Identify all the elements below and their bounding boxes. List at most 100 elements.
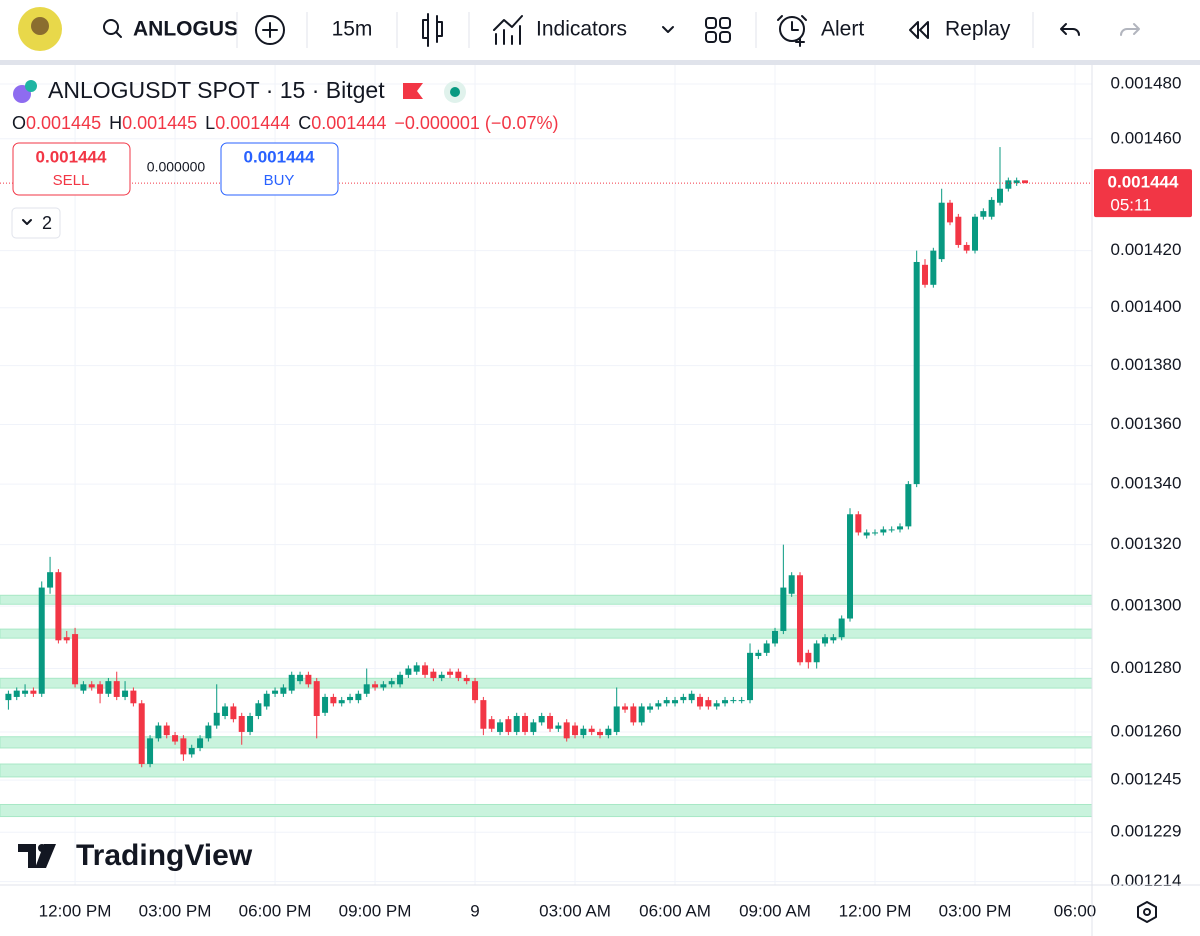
ohlc-key: O bbox=[12, 113, 26, 133]
axis-settings-center bbox=[1143, 908, 1151, 916]
y-tick-label: 0.001380 bbox=[1111, 355, 1182, 374]
symbol-search[interactable]: ANLOGUS bbox=[133, 18, 238, 41]
candle-body bbox=[63, 637, 70, 641]
search-icon[interactable] bbox=[103, 19, 119, 35]
candle-body bbox=[972, 216, 979, 251]
layout-cell bbox=[705, 31, 717, 43]
candle-body bbox=[505, 719, 512, 732]
indicator-toggle[interactable] bbox=[11, 207, 61, 239]
candle-body bbox=[463, 677, 470, 682]
candle-body bbox=[822, 637, 829, 644]
y-tick-label: 0.001245 bbox=[1111, 770, 1182, 789]
candle-body bbox=[180, 738, 187, 755]
candle-body bbox=[897, 526, 904, 530]
undo-button[interactable] bbox=[1060, 23, 1080, 36]
x-tick-label: 06:00 bbox=[1054, 901, 1097, 920]
candle-body bbox=[572, 725, 579, 736]
candle-body bbox=[588, 728, 595, 732]
candle-body bbox=[297, 674, 304, 682]
candle-body bbox=[480, 700, 487, 729]
redo-button[interactable] bbox=[1120, 23, 1140, 36]
candle-body bbox=[188, 747, 195, 755]
y-tick-label: 0.001260 bbox=[1111, 721, 1182, 740]
indicators-icon[interactable] bbox=[493, 15, 523, 45]
candle-body bbox=[630, 706, 637, 723]
candle-body bbox=[872, 532, 879, 534]
chart-type-button[interactable] bbox=[422, 13, 443, 47]
axis-settings[interactable] bbox=[1137, 901, 1157, 923]
change: −0.000001 (−0.07%) bbox=[394, 113, 558, 133]
candle-body bbox=[197, 738, 204, 748]
x-tick-label: 06:00 PM bbox=[239, 901, 312, 920]
compare-button[interactable] bbox=[255, 15, 285, 45]
sell-label: SELL bbox=[53, 172, 90, 189]
toolbar-border bbox=[0, 60, 1200, 65]
symbol-title[interactable]: ANLOGUSDT SPOT · 15 · Bitget bbox=[48, 77, 385, 103]
candle-body bbox=[905, 484, 912, 527]
buy-label: BUY bbox=[264, 172, 295, 189]
candle-body bbox=[680, 696, 687, 701]
x-tick-label: 09:00 PM bbox=[339, 901, 412, 920]
candle-body bbox=[1005, 180, 1012, 189]
candle-body bbox=[672, 700, 679, 704]
candle-body bbox=[947, 202, 954, 223]
layout-button[interactable] bbox=[705, 17, 731, 43]
candle-body bbox=[455, 671, 462, 678]
candle-body bbox=[22, 690, 29, 694]
candle-body bbox=[888, 529, 895, 531]
candle-body bbox=[288, 674, 295, 691]
candle-body bbox=[347, 696, 354, 701]
y-tick-label: 0.001320 bbox=[1111, 534, 1182, 553]
candle-body bbox=[997, 188, 1004, 203]
candle-body bbox=[397, 674, 404, 685]
replay-icon[interactable] bbox=[909, 21, 929, 39]
candle-body bbox=[313, 681, 320, 716]
indicators-dropdown[interactable] bbox=[662, 26, 674, 33]
sell-button[interactable] bbox=[12, 142, 131, 196]
spread: 0.000000 bbox=[147, 159, 206, 175]
candle-body bbox=[530, 722, 537, 732]
x-tick-label: 03:00 PM bbox=[139, 901, 212, 920]
candle-body bbox=[122, 690, 129, 697]
ohlc-key: L bbox=[205, 113, 215, 133]
candle-body bbox=[705, 700, 712, 707]
layout-cell bbox=[705, 17, 717, 29]
candle-body bbox=[155, 725, 162, 739]
ohlc-value: 0.001445 bbox=[122, 113, 197, 133]
zone bbox=[0, 763, 1093, 778]
ohlc-key: H bbox=[109, 113, 122, 133]
candle-body bbox=[222, 706, 229, 716]
candle-body bbox=[613, 706, 620, 732]
y-tick-label: 0.001340 bbox=[1111, 474, 1182, 493]
y-tick-label: 0.001400 bbox=[1111, 297, 1182, 316]
candle-body bbox=[138, 703, 145, 765]
indicators-button[interactable]: Indicators bbox=[536, 18, 627, 41]
candle-body bbox=[5, 693, 12, 701]
candle-body bbox=[238, 715, 245, 732]
x-tick-label: 03:00 AM bbox=[539, 901, 611, 920]
candle-body bbox=[263, 693, 270, 707]
flag-button[interactable] bbox=[403, 83, 423, 99]
candle-body bbox=[538, 715, 545, 723]
candle-body bbox=[380, 684, 387, 688]
ohlc-value: 0.001444 bbox=[311, 113, 386, 133]
y-tick-label: 0.001300 bbox=[1111, 596, 1182, 615]
candle-body bbox=[922, 264, 929, 285]
replay-button[interactable]: Replay bbox=[945, 18, 1011, 41]
candle-body bbox=[472, 681, 479, 701]
interval-button[interactable]: 15m bbox=[332, 18, 373, 41]
ohlc-value: 0.001444 bbox=[215, 113, 290, 133]
logo-dot bbox=[38, 844, 46, 852]
alert-button[interactable]: Alert bbox=[821, 18, 864, 41]
candle-body bbox=[638, 706, 645, 723]
candle-body bbox=[47, 572, 54, 588]
alert-icon[interactable] bbox=[779, 16, 805, 42]
candle-body bbox=[247, 715, 254, 732]
candle-body bbox=[563, 722, 570, 739]
price-tag-countdown: 05:11 bbox=[1110, 196, 1151, 215]
candle-body bbox=[813, 643, 820, 663]
buy-button[interactable] bbox=[220, 142, 339, 196]
candle-body bbox=[72, 634, 79, 685]
candle-body bbox=[522, 715, 529, 732]
